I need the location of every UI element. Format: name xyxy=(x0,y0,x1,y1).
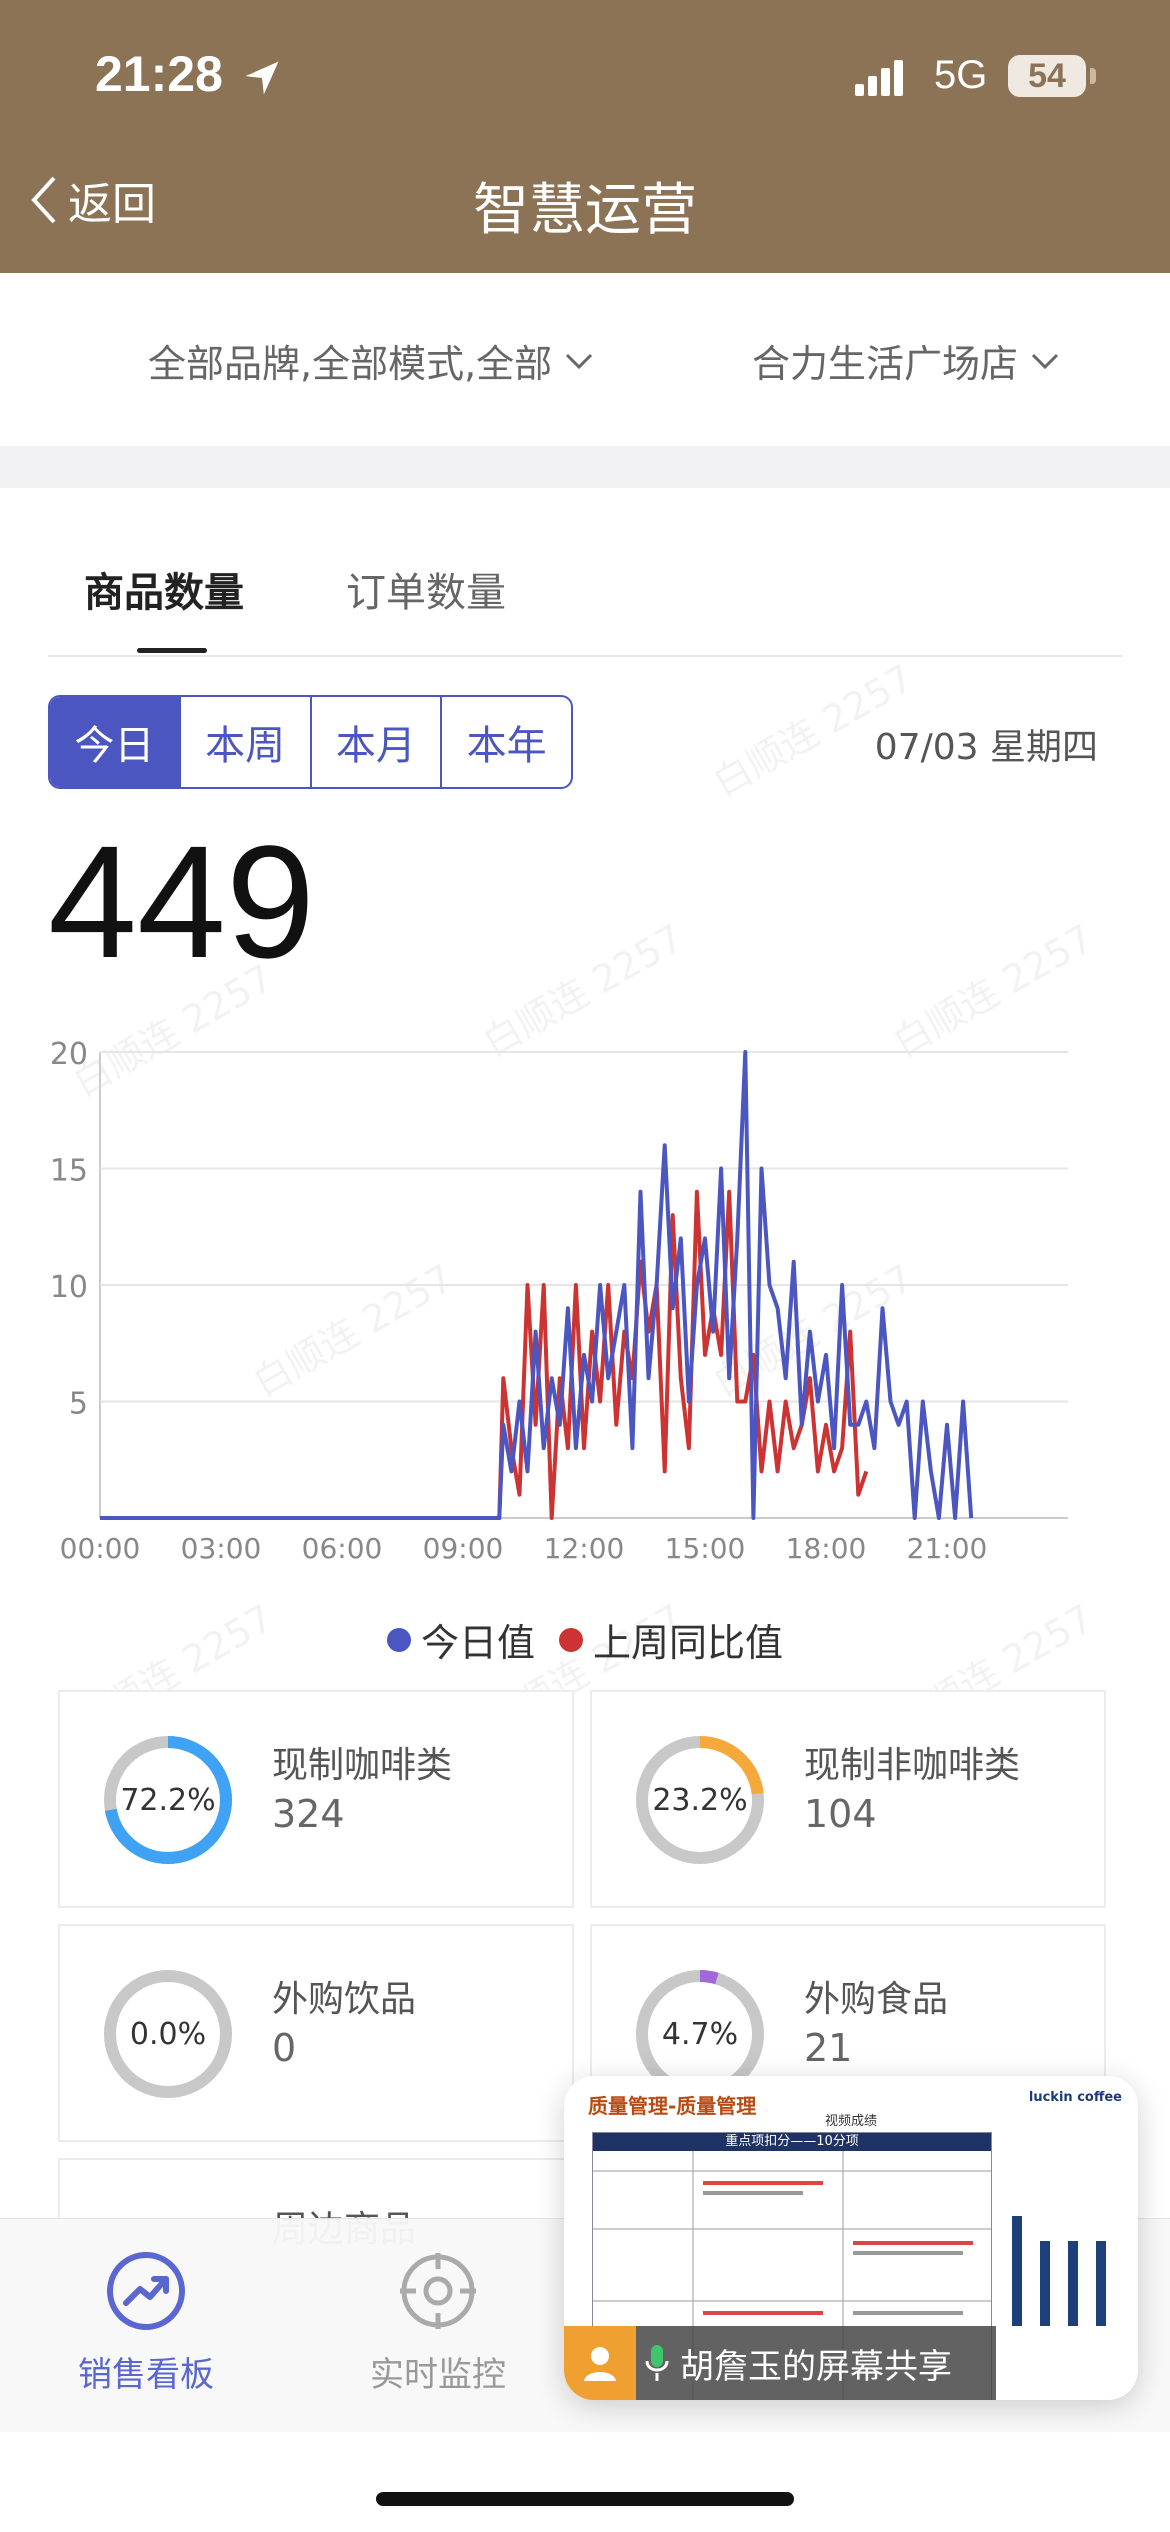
stat-tile-fresh-non-coffee[interactable]: 23.2% 现制非咖啡类 104 xyxy=(590,1690,1106,1908)
battery-icon: 54 xyxy=(1008,55,1086,97)
range-selector: 今日 本周 本月 本年 xyxy=(48,695,573,789)
ring-percent: 72.2% xyxy=(120,1782,216,1818)
status-time: 21:28 xyxy=(95,46,223,102)
status-bar: 21:28 5G 54 xyxy=(0,0,1170,150)
store-label: 合力生活广场店 xyxy=(752,342,1019,386)
trend-up-icon xyxy=(107,2252,185,2330)
donut-ring xyxy=(104,1736,232,1864)
store-dropdown[interactable]: 合力生活广场店 xyxy=(752,333,1060,388)
battery-tip xyxy=(1090,68,1096,84)
legend-today-label: 今日值 xyxy=(420,1621,535,1665)
slide-title: 质量管理-质量管理 xyxy=(588,2094,757,2118)
stat-value: 324 xyxy=(272,1792,345,1836)
x-tick-label: 15:00 xyxy=(665,1532,746,1565)
network-type: 5G xyxy=(934,53,988,97)
chevron-left-icon xyxy=(31,176,56,224)
ring-percent: 4.7% xyxy=(661,2016,739,2052)
tab-sales-dashboard-label: 销售看板 xyxy=(78,2355,214,2395)
x-tick-label: 09:00 xyxy=(423,1532,504,1565)
donut-fill xyxy=(636,1970,764,2098)
range-month-button[interactable]: 本月 xyxy=(312,697,443,787)
x-tick-label: 12:00 xyxy=(544,1532,625,1565)
y-tick-label: 10 xyxy=(50,1270,88,1305)
stat-label: 外购食品 xyxy=(804,1979,949,2020)
donut-ring xyxy=(636,1736,764,1864)
range-year-button[interactable]: 本年 xyxy=(466,723,547,769)
slide-table-header: 重点项扣分——10分项 xyxy=(593,2133,991,2151)
x-tick-label: 18:00 xyxy=(786,1532,867,1565)
x-tick-label: 06:00 xyxy=(302,1532,383,1565)
location-arrow-icon xyxy=(245,61,279,95)
donut-fill xyxy=(104,1736,232,1864)
stat-value: 0 xyxy=(272,2026,297,2070)
total-count: 449 xyxy=(48,812,315,991)
range-week-button[interactable]: 本周 xyxy=(181,697,312,787)
tab-realtime-monitor-label: 实时监控 xyxy=(370,2355,506,2395)
slide-bar-chart xyxy=(1012,2216,1106,2326)
brand-mode-label: 全部品牌,全部模式,全部 xyxy=(148,342,553,386)
back-button[interactable]: 返回 xyxy=(26,170,156,230)
donut-fill xyxy=(636,1736,764,1864)
chevron-down-icon xyxy=(566,353,593,369)
y-tick-label: 20 xyxy=(50,1037,88,1072)
target-icon xyxy=(400,2253,476,2329)
donut-ring xyxy=(104,1970,232,2098)
slide-logo: luckin coffee xyxy=(1028,2090,1122,2105)
stat-value: 104 xyxy=(804,1792,877,1836)
range-today-button[interactable]: 今日 xyxy=(50,697,181,787)
legend-last-week-label: 上周同比值 xyxy=(593,1621,784,1665)
ring-percent: 0.0% xyxy=(129,2016,207,2052)
presenter-name-text: 胡詹玉的屏幕共享 xyxy=(680,2346,952,2387)
slide-subtitle: 视频成绩 xyxy=(824,2114,877,2129)
tab-divider xyxy=(48,655,1122,657)
chevron-down-icon xyxy=(1031,353,1059,369)
x-tick-label: 21:00 xyxy=(907,1532,988,1565)
microphone-icon xyxy=(645,2345,669,2381)
legend-dot-last-week xyxy=(559,1627,583,1652)
legend-dot-today xyxy=(386,1627,411,1652)
screen-share-bar: 胡詹玉的屏幕共享 xyxy=(564,2326,996,2400)
home-indicator xyxy=(376,2492,794,2506)
line-chart: 5 10 15 20 00:00 03:00 06:00 09:00 12:00 15:00 18:… xyxy=(50,1037,1068,1565)
stat-tile-purchased-drinks[interactable]: 0.0% 外购饮品 0 xyxy=(58,1924,574,2142)
stat-label: 外购饮品 xyxy=(272,1979,417,2020)
tab-order-count[interactable]: 订单数量 xyxy=(346,570,506,616)
back-label: 返回 xyxy=(68,180,156,229)
slide-table: 重点项扣分——10分项 xyxy=(592,2132,992,2400)
y-tick-label: 5 xyxy=(69,1387,88,1422)
chart-legend: 今日值 上周同比值 xyxy=(0,1612,1170,1667)
filter-bar: 全部品牌,全部模式,全部 合力生活广场店 xyxy=(0,273,1170,446)
stat-label: 现制咖啡类 xyxy=(272,1745,453,1786)
x-tick-label: 00:00 xyxy=(60,1532,141,1565)
brand-mode-dropdown[interactable]: 全部品牌,全部模式,全部 xyxy=(148,333,594,388)
tab-realtime-monitor[interactable]: 实时监控 xyxy=(338,2249,538,2396)
presenter-name: 胡詹玉的屏幕共享 xyxy=(636,2326,996,2400)
stat-label: 现制非咖啡类 xyxy=(804,1745,1021,1786)
series-line-today xyxy=(100,1050,974,1520)
cellular-signal-icon xyxy=(855,60,903,96)
app-header: 21:28 5G 54 返回 智慧运营 xyxy=(0,0,1170,273)
donut-track xyxy=(104,1970,232,2098)
stat-tile-fresh-coffee[interactable]: 72.2% 现制咖啡类 324 xyxy=(58,1690,574,1908)
legend-today: 今日值 xyxy=(386,1612,535,1667)
tab-product-count[interactable]: 商品数量 xyxy=(84,570,244,616)
x-tick-label: 03:00 xyxy=(181,1532,262,1565)
tab-sales-dashboard[interactable]: 销售看板 xyxy=(46,2249,246,2396)
page-title: 智慧运营 xyxy=(473,178,697,243)
legend-last-week: 上周同比值 xyxy=(559,1612,783,1667)
screen-share-window[interactable]: 质量管理-质量管理 luckin coffee 视频成绩 重点项扣分——10分项 xyxy=(564,2076,1138,2400)
tab-active-indicator xyxy=(137,648,207,653)
presenter-avatar-icon xyxy=(564,2326,636,2400)
slide-table-body xyxy=(593,2151,991,2400)
y-tick-label: 15 xyxy=(50,1154,88,1189)
current-date: 07/03 星期四 xyxy=(874,727,1098,768)
stat-value: 21 xyxy=(804,2026,853,2070)
ring-percent: 23.2% xyxy=(652,1782,748,1818)
